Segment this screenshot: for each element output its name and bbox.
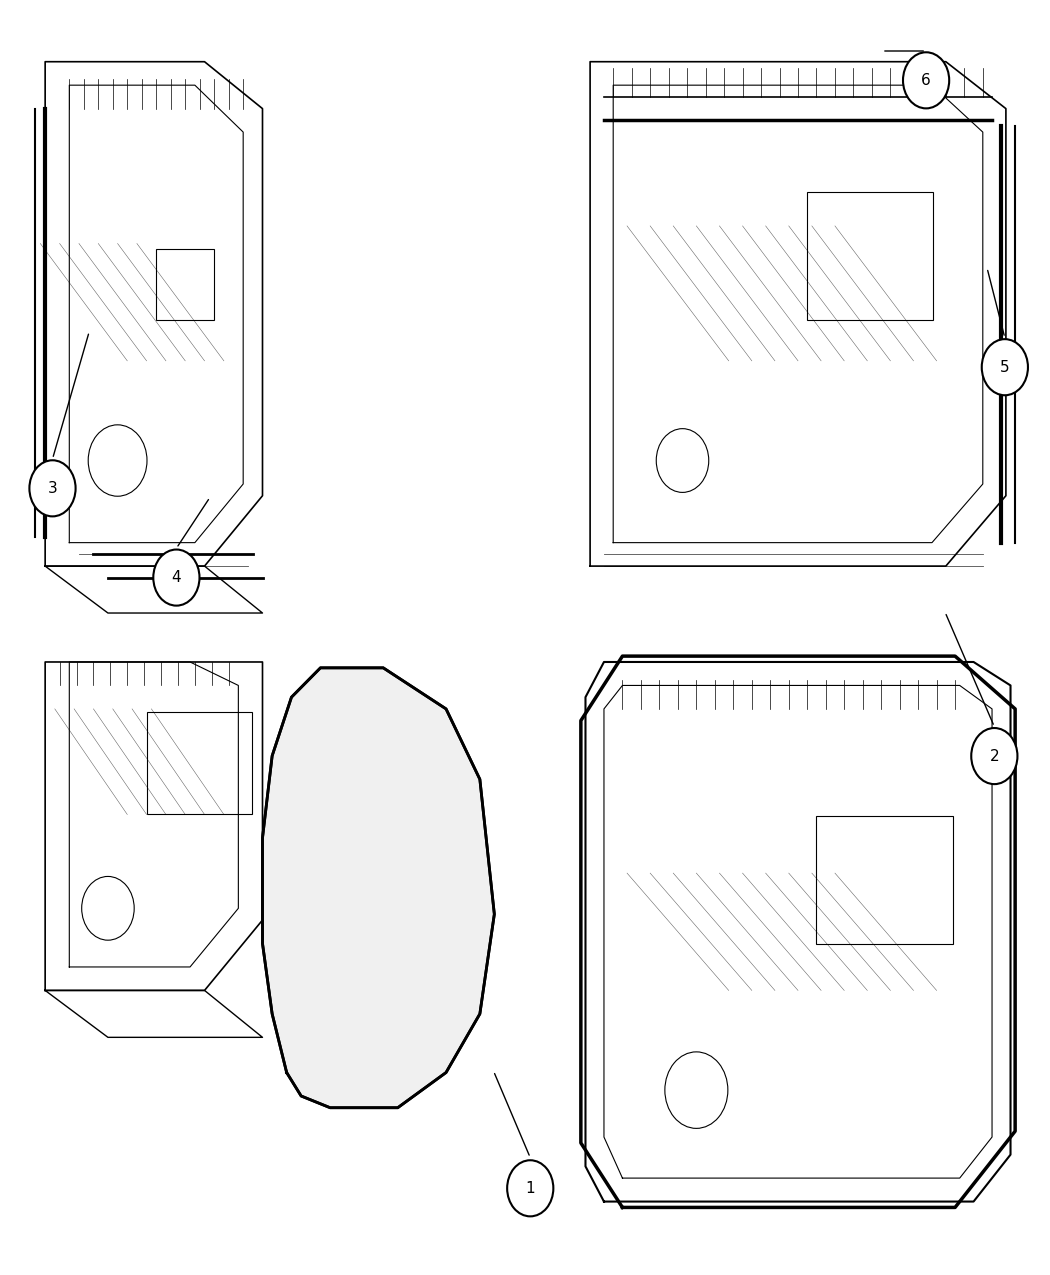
Circle shape	[903, 52, 949, 108]
Circle shape	[29, 460, 76, 516]
Polygon shape	[262, 668, 495, 1108]
Text: 5: 5	[1000, 360, 1010, 375]
Text: 3: 3	[47, 481, 58, 496]
Text: 4: 4	[171, 570, 182, 585]
Circle shape	[971, 728, 1017, 784]
Circle shape	[507, 1160, 553, 1216]
Text: 2: 2	[989, 748, 1000, 764]
Circle shape	[982, 339, 1028, 395]
Text: 1: 1	[525, 1181, 536, 1196]
Text: 6: 6	[921, 73, 931, 88]
Circle shape	[153, 550, 200, 606]
